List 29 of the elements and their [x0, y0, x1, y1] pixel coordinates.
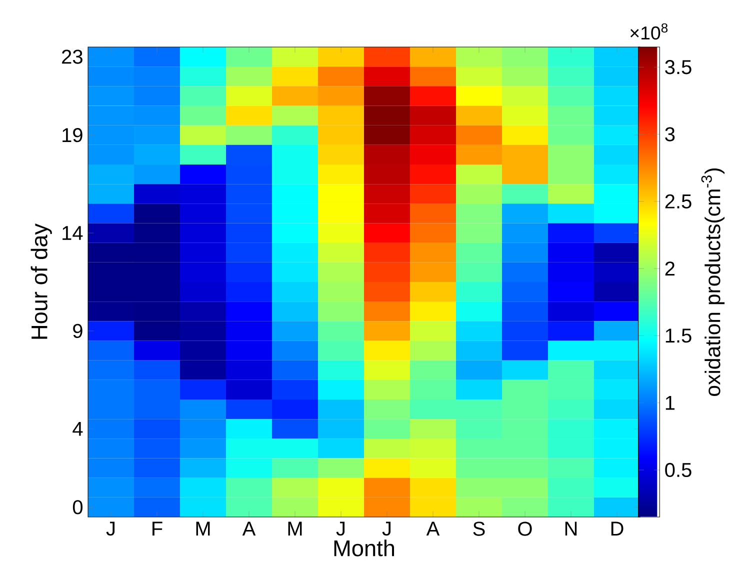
color-bar-label: 0.5	[665, 462, 692, 478]
x-tick-label: A	[242, 522, 256, 536]
x-tick-label: J	[106, 522, 115, 536]
y-tick-label: 4	[72, 422, 83, 436]
x-tick-label: D	[611, 522, 624, 536]
x-tick-label: O	[518, 522, 532, 536]
y-tick-label: 14	[62, 226, 83, 240]
y-tick-label: 19	[62, 128, 82, 142]
color-bar-label: 3.5	[665, 60, 692, 74]
x-tick-label: J	[382, 522, 391, 536]
y-tick-label: 9	[73, 324, 82, 338]
color-bar-label: 1	[666, 396, 675, 410]
y-axis-title: Hour of day	[30, 223, 52, 339]
color-bar-label: 3	[665, 127, 675, 142]
x-tick-label: N	[565, 522, 577, 536]
x-tick-label: J	[336, 522, 345, 536]
x-tick-label: F	[152, 522, 162, 536]
color-bar-label: 2	[665, 262, 674, 276]
color-bar-label: 1.5	[666, 328, 692, 343]
color-bar-label: 2.5	[665, 194, 692, 208]
x-tick-label: A	[426, 522, 440, 536]
y-tick-label: 23	[62, 50, 82, 64]
color-bar-title: oxidation products(cm$^{-3}$)	[701, 168, 725, 396]
x-tick-label: M	[196, 522, 210, 536]
x-tick-label: S	[473, 522, 485, 536]
x-tick-label: M	[288, 522, 302, 536]
text: ×10$^{8}$	[630, 23, 668, 40]
y-tick-label: 0	[72, 500, 83, 514]
x-axis-title: Month	[334, 540, 394, 556]
